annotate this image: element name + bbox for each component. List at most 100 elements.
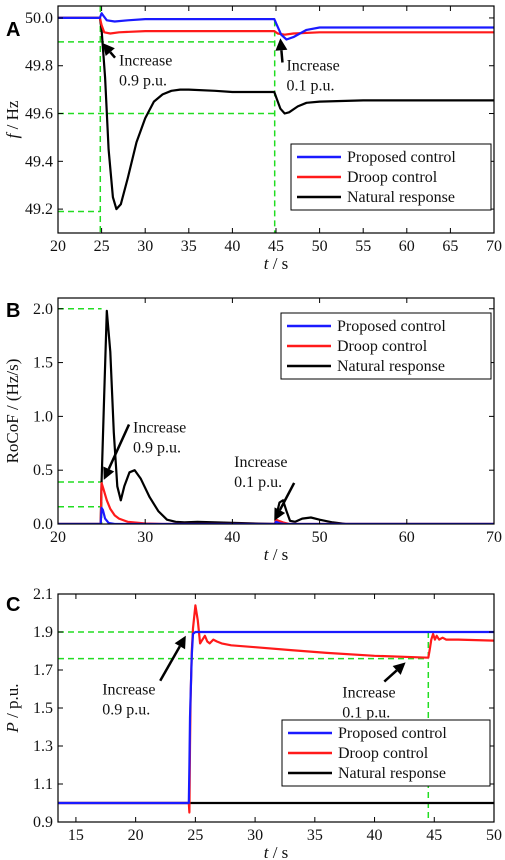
y-tick-label: 49.8: [25, 58, 53, 75]
annotation-arrow-head: [392, 662, 406, 675]
y-tick-label: 1.7: [33, 662, 53, 679]
annotation-line: 0.1 p.u.: [234, 474, 282, 491]
y-tick-label: 1.5: [33, 700, 53, 717]
plot-frame: [57, 297, 495, 525]
annotation-line: Increase: [234, 454, 287, 471]
y-tick-label: 0.5: [33, 462, 53, 479]
x-tick-label: 65: [442, 238, 458, 255]
x-tick-label: 30: [247, 827, 263, 844]
annotation-arrow-shaft: [280, 50, 284, 63]
series-line-natural-response: [58, 309, 494, 524]
annotation-line: 0.9 p.u.: [119, 73, 167, 90]
annotation-line: Increase: [342, 685, 395, 702]
series-lines: [58, 12, 494, 211]
legend: Proposed control Droop control Natural res…: [281, 719, 491, 787]
annotation-line: 0.1 p.u.: [286, 78, 334, 95]
y-axis-var: P: [3, 722, 22, 733]
annotation-arrow-shaft: [383, 669, 398, 683]
x-axis-var: t: [264, 843, 270, 860]
x-axis-unit: / s: [268, 254, 288, 273]
annotation: Increase 0.1 p.u.: [234, 454, 296, 521]
y-tick-label: 0.0: [33, 516, 53, 533]
x-tick-label: 70: [486, 529, 502, 546]
y-tick-label: 50.0: [25, 10, 53, 27]
x-tick-label: 40: [224, 238, 240, 255]
annotation-arrow-shaft: [107, 424, 131, 470]
panel-letter: A: [6, 19, 20, 41]
series-line-proposed-control: [58, 630, 494, 805]
x-tick-label: 35: [307, 827, 323, 844]
legend-label: Natural response: [338, 765, 446, 782]
annotation-arrow-head: [174, 635, 186, 650]
annotation: Increase 0.9 p.u.: [102, 43, 172, 90]
series-line-natural-response: [58, 16, 494, 211]
x-tick-label: 20: [128, 827, 144, 844]
x-tick-label: 30: [137, 529, 153, 546]
series-lines: [58, 604, 494, 814]
legend: Proposed control Droop control Natural res…: [290, 143, 492, 211]
annotation: Increase 0.9 p.u.: [103, 420, 186, 480]
y-axis-var: f: [3, 131, 22, 138]
y-axis-unit: RoCoF / (Hz/s): [3, 359, 22, 464]
y-axis-unit: / Hz: [3, 100, 22, 134]
chart-panel-c: C 15 20 25 30 35 40 45 50 0.9 1.1 1.3 1.5 1.7 1.9 2.1 t …: [3, 586, 502, 860]
annotation-arrow-head: [274, 507, 286, 521]
legend-label: Natural response: [347, 189, 455, 206]
x-tick-label: 40: [367, 827, 383, 844]
y-axis-label: P / p.u.: [3, 683, 22, 733]
y-tick-label: 0.9: [33, 814, 53, 831]
annotation: Increase 0.1 p.u.: [342, 662, 406, 722]
y-tick-label: 1.3: [33, 738, 53, 755]
series-line-droop-control: [58, 16, 494, 36]
x-tick-label: 40: [224, 529, 240, 546]
chart-panel-a: A 20 25 30 35 40 45 50 55 60 65 70 49.2 49.4 49.6 49.8 5…: [3, 5, 502, 273]
guide-lines: [58, 6, 276, 233]
y-tick-label: 49.4: [25, 153, 53, 170]
legend-label: Proposed control: [337, 318, 446, 335]
y-tick-label: 1.0: [33, 408, 53, 425]
annotation-arrow-shaft: [109, 51, 116, 59]
x-tick-label: 50: [486, 827, 502, 844]
x-tick-label: 15: [68, 827, 84, 844]
x-tick-label: 25: [187, 827, 203, 844]
legend-label: Proposed control: [338, 725, 447, 742]
x-axis-var: t: [264, 254, 270, 273]
y-tick-label: 49.2: [25, 201, 53, 218]
x-tick-label: 50: [312, 238, 328, 255]
chart-panel-b: B 20 30 40 50 60 70 0.0 0.5 1.0 1.5 2.0 t / s RoCoF /…: [3, 297, 502, 564]
x-tick-label: 55: [355, 238, 371, 255]
guide-lines: [58, 308, 103, 524]
legend-label: Natural response: [337, 358, 445, 375]
x-tick-label: 60: [399, 529, 415, 546]
annotation-line: Increase: [286, 58, 339, 75]
annotation-arrow-head: [275, 38, 288, 51]
annotation-arrow-shaft: [278, 482, 296, 511]
annotation-arrow-shaft: [159, 645, 181, 682]
y-axis-label: RoCoF / (Hz/s): [3, 359, 22, 464]
series-line-proposed-control: [58, 12, 494, 41]
panel-letter: B: [6, 300, 20, 322]
x-axis-var: t: [264, 545, 270, 564]
y-tick-label: 2.1: [33, 586, 53, 603]
x-tick-label: 20: [50, 529, 66, 546]
legend: Proposed control Droop control Natural res…: [280, 312, 492, 380]
annotation-arrow-head: [102, 43, 115, 57]
annotation-line: 0.1 p.u.: [342, 705, 390, 722]
y-tick-label: 49.6: [25, 106, 53, 123]
annotation-line: 0.9 p.u.: [133, 440, 181, 457]
x-tick-label: 35: [181, 238, 197, 255]
x-axis-unit: / s: [268, 545, 288, 564]
x-axis-label: t / s: [264, 254, 289, 273]
legend-label: Droop control: [337, 338, 428, 355]
x-tick-label: 70: [486, 238, 502, 255]
x-axis-unit: / s: [268, 843, 288, 860]
x-tick-label: 45: [426, 827, 442, 844]
x-tick-label: 50: [312, 529, 328, 546]
panel-letter: C: [6, 594, 20, 616]
annotation-line: 0.9 p.u.: [102, 702, 150, 719]
annotation-arrow-head: [103, 466, 115, 480]
annotation: Increase 0.1 p.u.: [275, 38, 340, 95]
annotation: Increase 0.9 p.u.: [102, 635, 186, 719]
x-tick-label: 45: [268, 238, 284, 255]
